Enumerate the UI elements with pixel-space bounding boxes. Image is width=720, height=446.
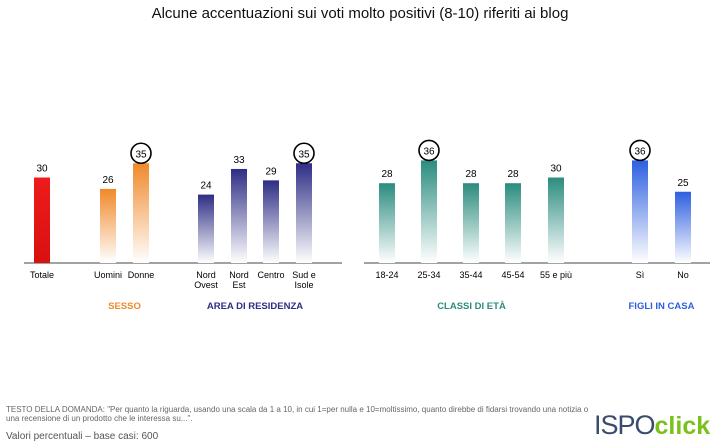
base-note: Valori percentuali – base casi: 600 bbox=[6, 431, 159, 442]
category-label: Nord Ovest bbox=[194, 270, 218, 290]
bar bbox=[100, 188, 116, 263]
category-label: 45-54 bbox=[501, 270, 524, 280]
bar bbox=[463, 183, 479, 263]
data-label: 28 bbox=[507, 169, 519, 180]
bar bbox=[34, 177, 50, 263]
category-label: Nord Est bbox=[229, 270, 249, 290]
data-label: 30 bbox=[550, 164, 562, 175]
group-label: AREA DI RESIDENZA bbox=[207, 301, 303, 312]
data-label: 28 bbox=[465, 169, 477, 180]
data-label: 28 bbox=[381, 169, 393, 180]
bar bbox=[505, 183, 521, 263]
data-label: 30 bbox=[36, 164, 48, 175]
logo-click: click bbox=[654, 412, 711, 440]
highlight-circle bbox=[418, 139, 440, 162]
logo-ispo: ISPO bbox=[594, 410, 656, 440]
category-label: 35-44 bbox=[459, 270, 482, 280]
bar bbox=[548, 177, 564, 263]
ispo-click-logo: ISPOclick bbox=[594, 410, 710, 441]
bar bbox=[379, 183, 395, 263]
bar bbox=[263, 180, 279, 263]
bar bbox=[296, 163, 312, 263]
group-label: CLASSI DI ETÀ bbox=[437, 301, 506, 312]
bar bbox=[632, 160, 648, 263]
bar-chart: 30 Totale 26 Uomini 35 Donne SESSO 24 Nord Ovest 3… bbox=[24, 139, 710, 312]
category-label: 25-34 bbox=[417, 270, 440, 280]
data-label: 29 bbox=[265, 166, 277, 177]
data-label: 35 bbox=[298, 149, 310, 160]
category-label: 18-24 bbox=[375, 270, 398, 280]
highlight-circle bbox=[293, 142, 315, 165]
bar bbox=[231, 168, 247, 263]
category-label: Sì bbox=[636, 270, 645, 280]
data-label: 24 bbox=[200, 181, 212, 192]
data-label: 25 bbox=[677, 178, 689, 189]
category-label: 55 e più bbox=[540, 270, 572, 280]
data-label: 36 bbox=[634, 146, 646, 157]
category-label: No bbox=[677, 270, 689, 280]
data-label: 26 bbox=[102, 175, 114, 186]
group-label: FIGLI IN CASA bbox=[629, 301, 695, 312]
category-label: Donne bbox=[128, 270, 155, 280]
bar bbox=[198, 194, 214, 263]
chart-title: Alcune accentuazioni sui voti molto posi… bbox=[151, 5, 569, 22]
bar bbox=[675, 191, 691, 263]
category-label: Totale bbox=[30, 270, 54, 280]
bar bbox=[133, 163, 149, 263]
data-label: 33 bbox=[233, 155, 245, 166]
question-text: TESTO DELLA DOMANDA: "Per quanto la rigu… bbox=[6, 405, 589, 423]
highlight-circle bbox=[629, 139, 651, 162]
bar bbox=[421, 160, 437, 263]
data-label: 35 bbox=[135, 149, 147, 160]
data-label: 36 bbox=[423, 146, 435, 157]
category-label: Uomini bbox=[94, 270, 122, 280]
category-label: Sud e Isole bbox=[292, 270, 316, 290]
highlight-circle bbox=[130, 142, 152, 165]
category-label: Centro bbox=[257, 270, 284, 280]
group-label: SESSO bbox=[108, 301, 141, 312]
